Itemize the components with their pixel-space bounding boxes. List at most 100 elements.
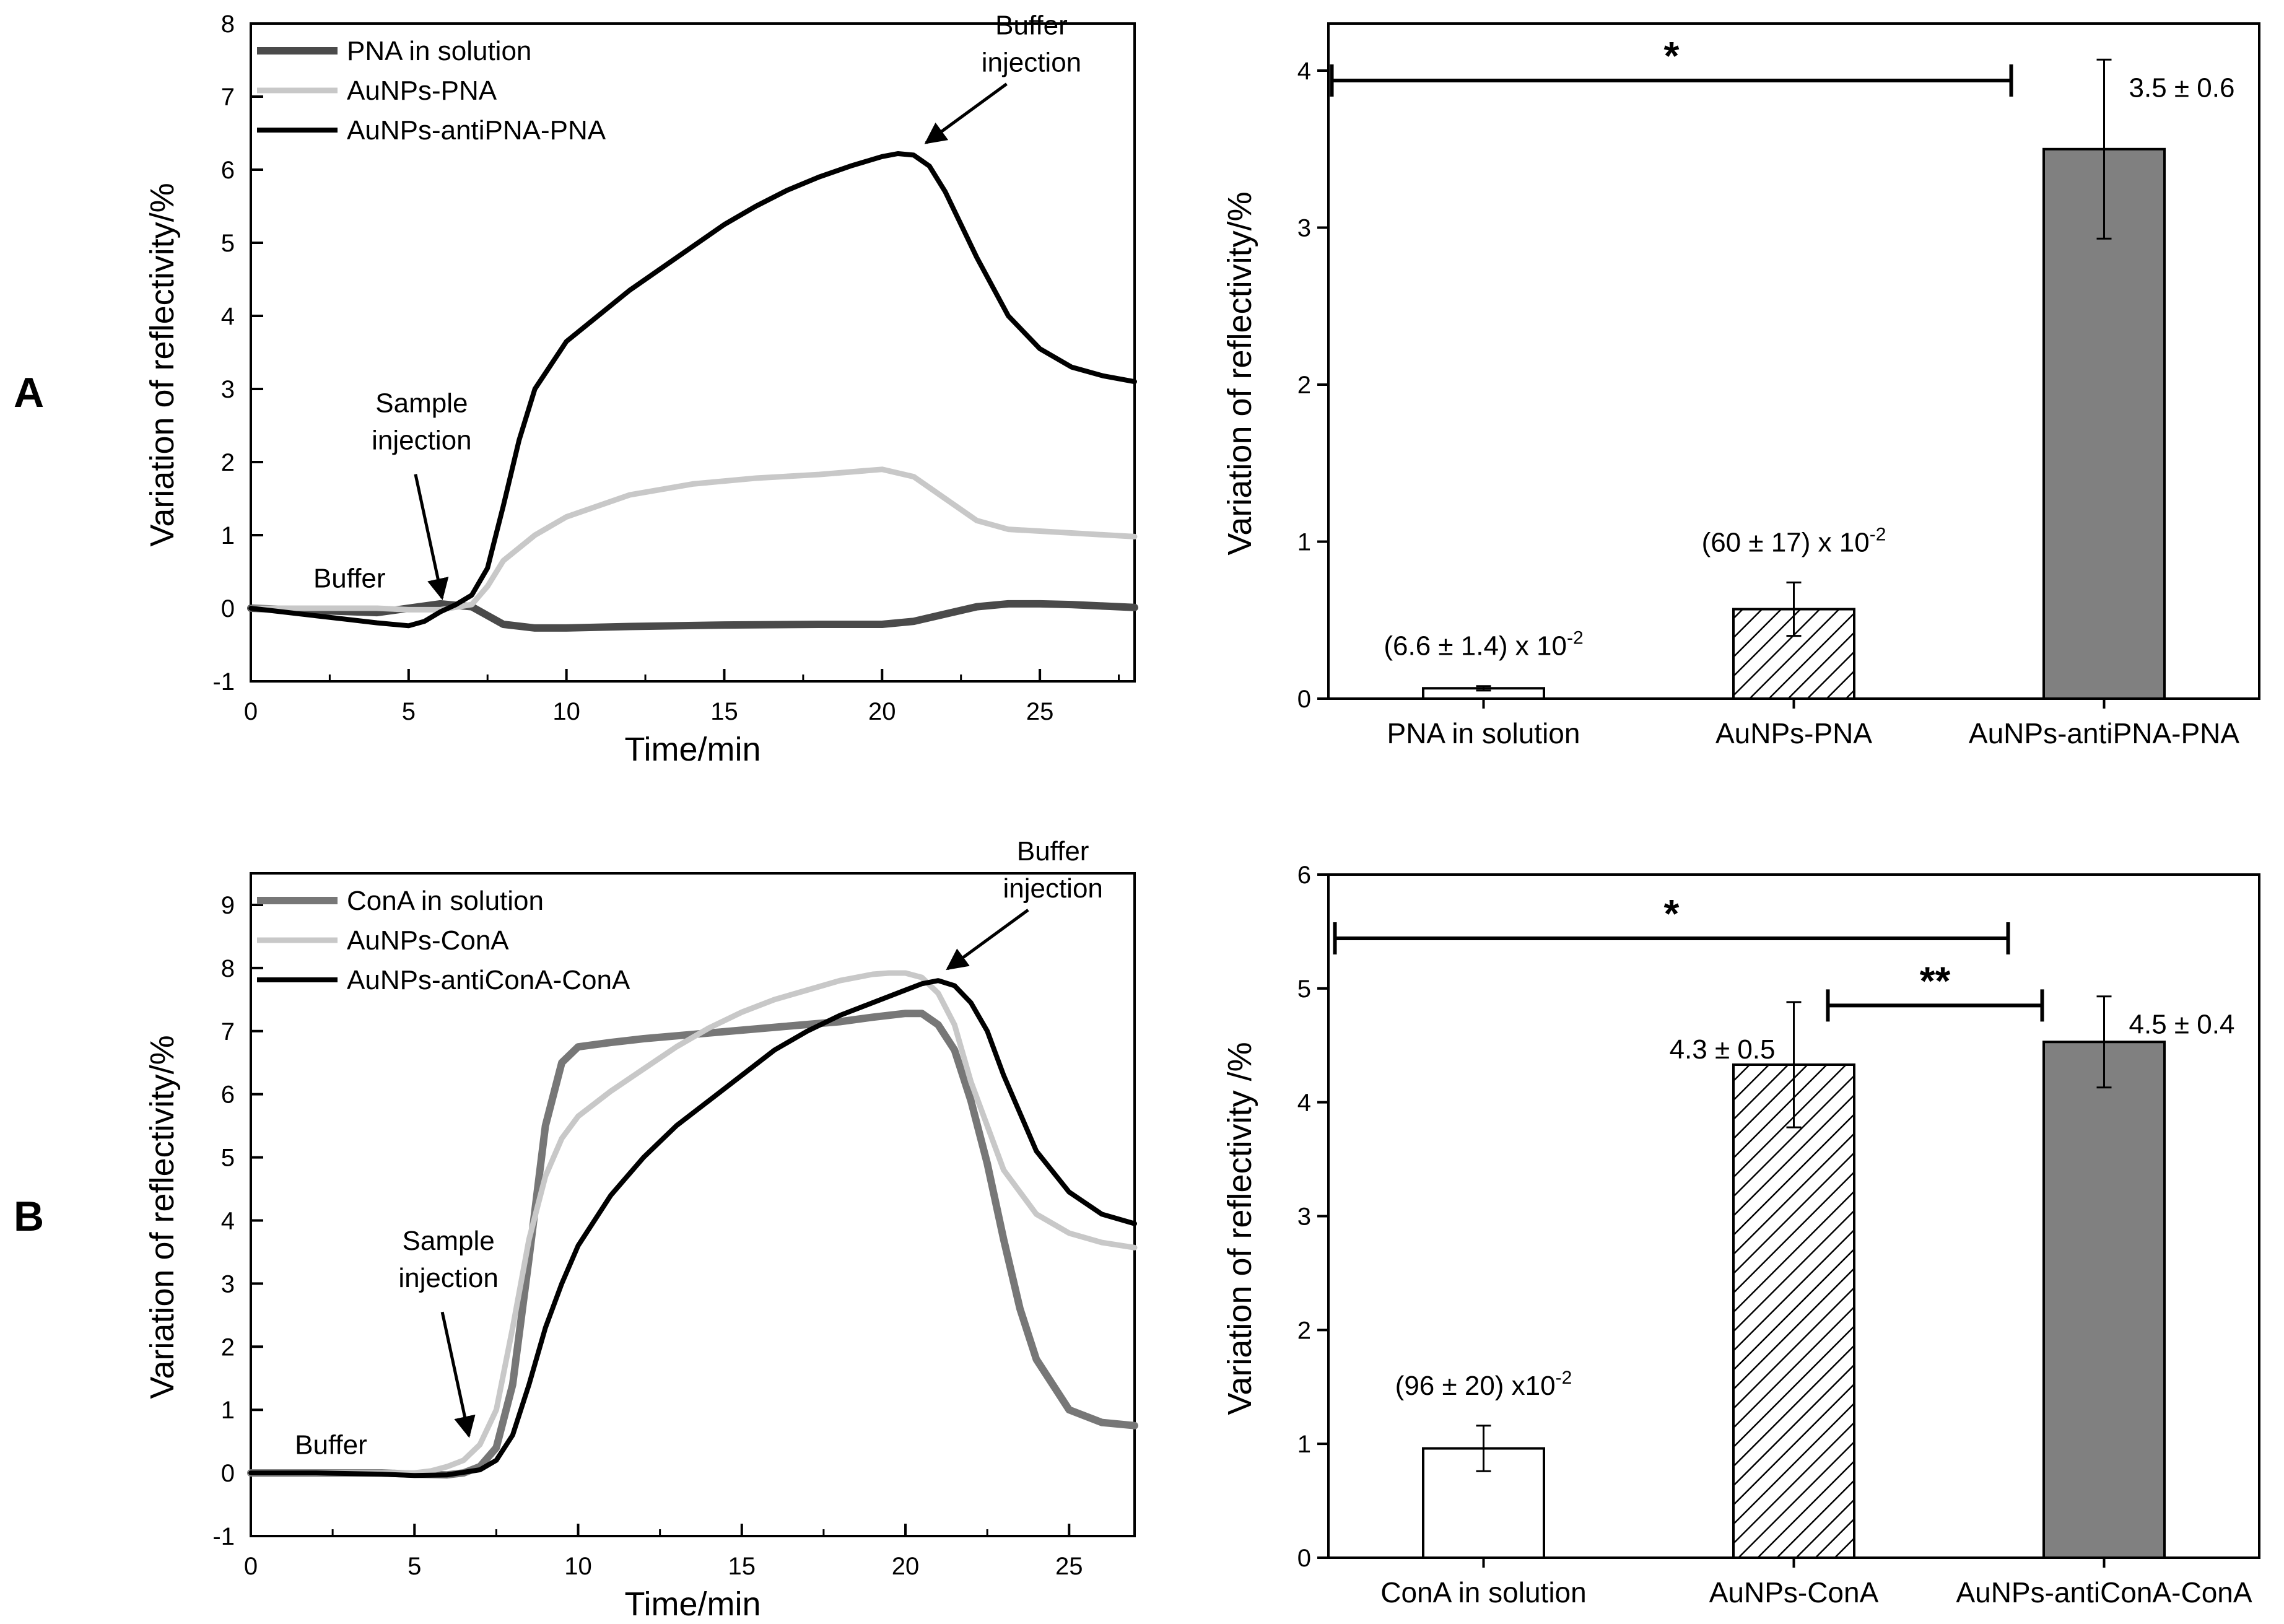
- annotation-buffer-injection-line2: injection: [982, 48, 1081, 78]
- series-line-2: [248, 466, 1138, 613]
- y-axis-label: Variation of reflectivity/%: [144, 183, 181, 546]
- value-label-3: 3.5 ± 0.6: [2129, 72, 2235, 103]
- arrow-sample-injection: [414, 474, 449, 601]
- y-tick-label: 3: [1297, 1203, 1311, 1231]
- y-tick-label: 4: [1297, 1089, 1311, 1117]
- annotation-buffer: Buffer: [313, 563, 386, 593]
- legend-label-2: AuNPs-PNA: [347, 76, 497, 106]
- y-tick-label: 3: [221, 376, 235, 403]
- y-tick-label: 0: [221, 1460, 235, 1487]
- annotation-sample-injection-line1: Sample: [403, 1226, 495, 1256]
- y-tick-label: 5: [1297, 976, 1311, 1003]
- y-tick-label: 2: [221, 1334, 235, 1361]
- y-tick-label: 6: [1297, 862, 1311, 889]
- arrow-buffer-injection: [924, 82, 1008, 144]
- y-tick-label: 3: [1297, 215, 1311, 242]
- x-axis-label: Time/min: [624, 1586, 761, 1623]
- bar-chart-A-bar: 0 1 2 3 4 Variation of reflectivity/% PNA in s…: [1221, 22, 2260, 749]
- line-chart-A-line: 0 5 10 15 20 25 -1 0 1 2 3 4 5 6 7 8 Time/min Variation o…: [144, 11, 1138, 768]
- x-tick-label: 0: [244, 698, 258, 725]
- y-tick-label: 4: [1297, 58, 1311, 85]
- y-axis-label: Variation of reflectivity/%: [144, 1035, 181, 1399]
- series-line-2: [248, 970, 1138, 1476]
- y-tick-label: 8: [221, 955, 235, 982]
- significance-label-1: *: [1664, 891, 1680, 936]
- series-line-1: [247, 600, 1138, 632]
- line-chart-B-line: 0 5 10 15 20 25 -1 0 1 2 3 4 5 6 7 8 9 Time/min Variation …: [144, 836, 1138, 1623]
- x-tick-label: 15: [728, 1553, 756, 1580]
- x-tick-label: 10: [564, 1553, 592, 1580]
- x-tick-label: 5: [402, 698, 416, 725]
- arrow-sample-injection: [440, 1311, 476, 1438]
- y-tick-label: 2: [1297, 372, 1311, 399]
- y-tick-label: 0: [1297, 1545, 1311, 1572]
- series-line-3: [248, 978, 1137, 1478]
- annotation-sample-injection-line1: Sample: [375, 388, 468, 419]
- x-tick-label: 5: [408, 1553, 421, 1580]
- y-tick-label: 4: [221, 1207, 235, 1234]
- annotation-buffer-injection-line1: Buffer: [1017, 836, 1089, 867]
- y-tick-label: 9: [221, 892, 235, 919]
- bar-2: [1732, 1063, 1855, 1560]
- value-label-1: (6.6 ± 1.4) x 10-2: [1384, 628, 1583, 661]
- significance-label-2: **: [1920, 958, 1951, 1003]
- y-tick-label: 5: [221, 230, 235, 257]
- y-axis-label: Variation of reflectivity /%: [1221, 1042, 1258, 1415]
- y-tick-label: 1: [1297, 1431, 1311, 1458]
- annotation-buffer-injection-line1: Buffer: [995, 11, 1068, 41]
- y-tick-label: 1: [221, 522, 235, 549]
- legend-label-2: AuNPs-ConA: [347, 925, 509, 956]
- category-label-2: AuNPs-ConA: [1709, 1576, 1879, 1609]
- y-tick-label: 1: [1297, 529, 1311, 556]
- bar-3: [2042, 147, 2166, 700]
- y-tick-label: 8: [221, 11, 235, 38]
- annotation-buffer-injection-line2: injection: [1003, 873, 1102, 904]
- series-line-1: [247, 1010, 1138, 1479]
- bar-3: [2042, 1041, 2166, 1559]
- bar-chart-B-bar: 0 1 2 3 4 5 6 Variation of reflectivity /% ConA …: [1221, 862, 2260, 1609]
- x-tick-label: 10: [552, 698, 580, 725]
- category-label-1: ConA in solution: [1380, 1576, 1586, 1609]
- y-tick-label: 7: [221, 84, 235, 111]
- legend-label-1: ConA in solution: [347, 886, 544, 916]
- significance-label-1: *: [1664, 33, 1680, 78]
- x-tick-label: 0: [244, 1553, 258, 1580]
- annotation-sample-injection-line2: injection: [372, 426, 471, 456]
- annotation-buffer: Buffer: [295, 1430, 367, 1460]
- legend-label-3: AuNPs-antiConA-ConA: [347, 965, 630, 995]
- y-tick-label: 6: [221, 157, 235, 184]
- y-tick-label: 0: [221, 595, 235, 622]
- y-tick-label: 4: [221, 303, 235, 330]
- y-axis-label: Variation of reflectivity/%: [1221, 191, 1258, 555]
- y-tick-label: 2: [221, 449, 235, 476]
- y-tick-label: -1: [212, 668, 235, 696]
- y-tick-label: 2: [1297, 1317, 1311, 1344]
- y-tick-label: -1: [212, 1523, 235, 1550]
- x-tick-label: 25: [1055, 1553, 1083, 1580]
- y-tick-label: 6: [221, 1081, 235, 1109]
- category-label-3: AuNPs-antiConA-ConA: [1956, 1576, 2252, 1609]
- y-tick-label: 7: [221, 1018, 235, 1046]
- y-tick-label: 0: [1297, 686, 1311, 713]
- value-label-2: 4.3 ± 0.5: [1670, 1034, 1776, 1065]
- x-tick-label: 20: [892, 1553, 920, 1580]
- x-tick-label: 15: [710, 698, 738, 725]
- panel-label-b: B: [14, 1193, 45, 1240]
- category-label-1: PNA in solution: [1387, 717, 1580, 749]
- plot-frame: [250, 872, 1136, 1537]
- y-tick-label: 1: [221, 1397, 235, 1424]
- annotation-sample-injection-line2: injection: [398, 1263, 498, 1293]
- category-label-2: AuNPs-PNA: [1715, 717, 1872, 749]
- x-axis-label: Time/min: [624, 731, 761, 768]
- x-tick-label: 20: [868, 698, 896, 725]
- legend-label-1: PNA in solution: [347, 36, 531, 66]
- legend-label-3: AuNPs-antiPNA-PNA: [347, 115, 606, 146]
- series-line-3: [248, 151, 1137, 629]
- arrow-buffer-injection: [946, 909, 1029, 971]
- value-label-3: 4.5 ± 0.4: [2129, 1010, 2235, 1040]
- value-label-1: (96 ± 20) x10-2: [1395, 1368, 1572, 1401]
- y-tick-label: 5: [221, 1145, 235, 1172]
- plot-frame: [250, 22, 1136, 683]
- panel-label-a: A: [14, 369, 45, 416]
